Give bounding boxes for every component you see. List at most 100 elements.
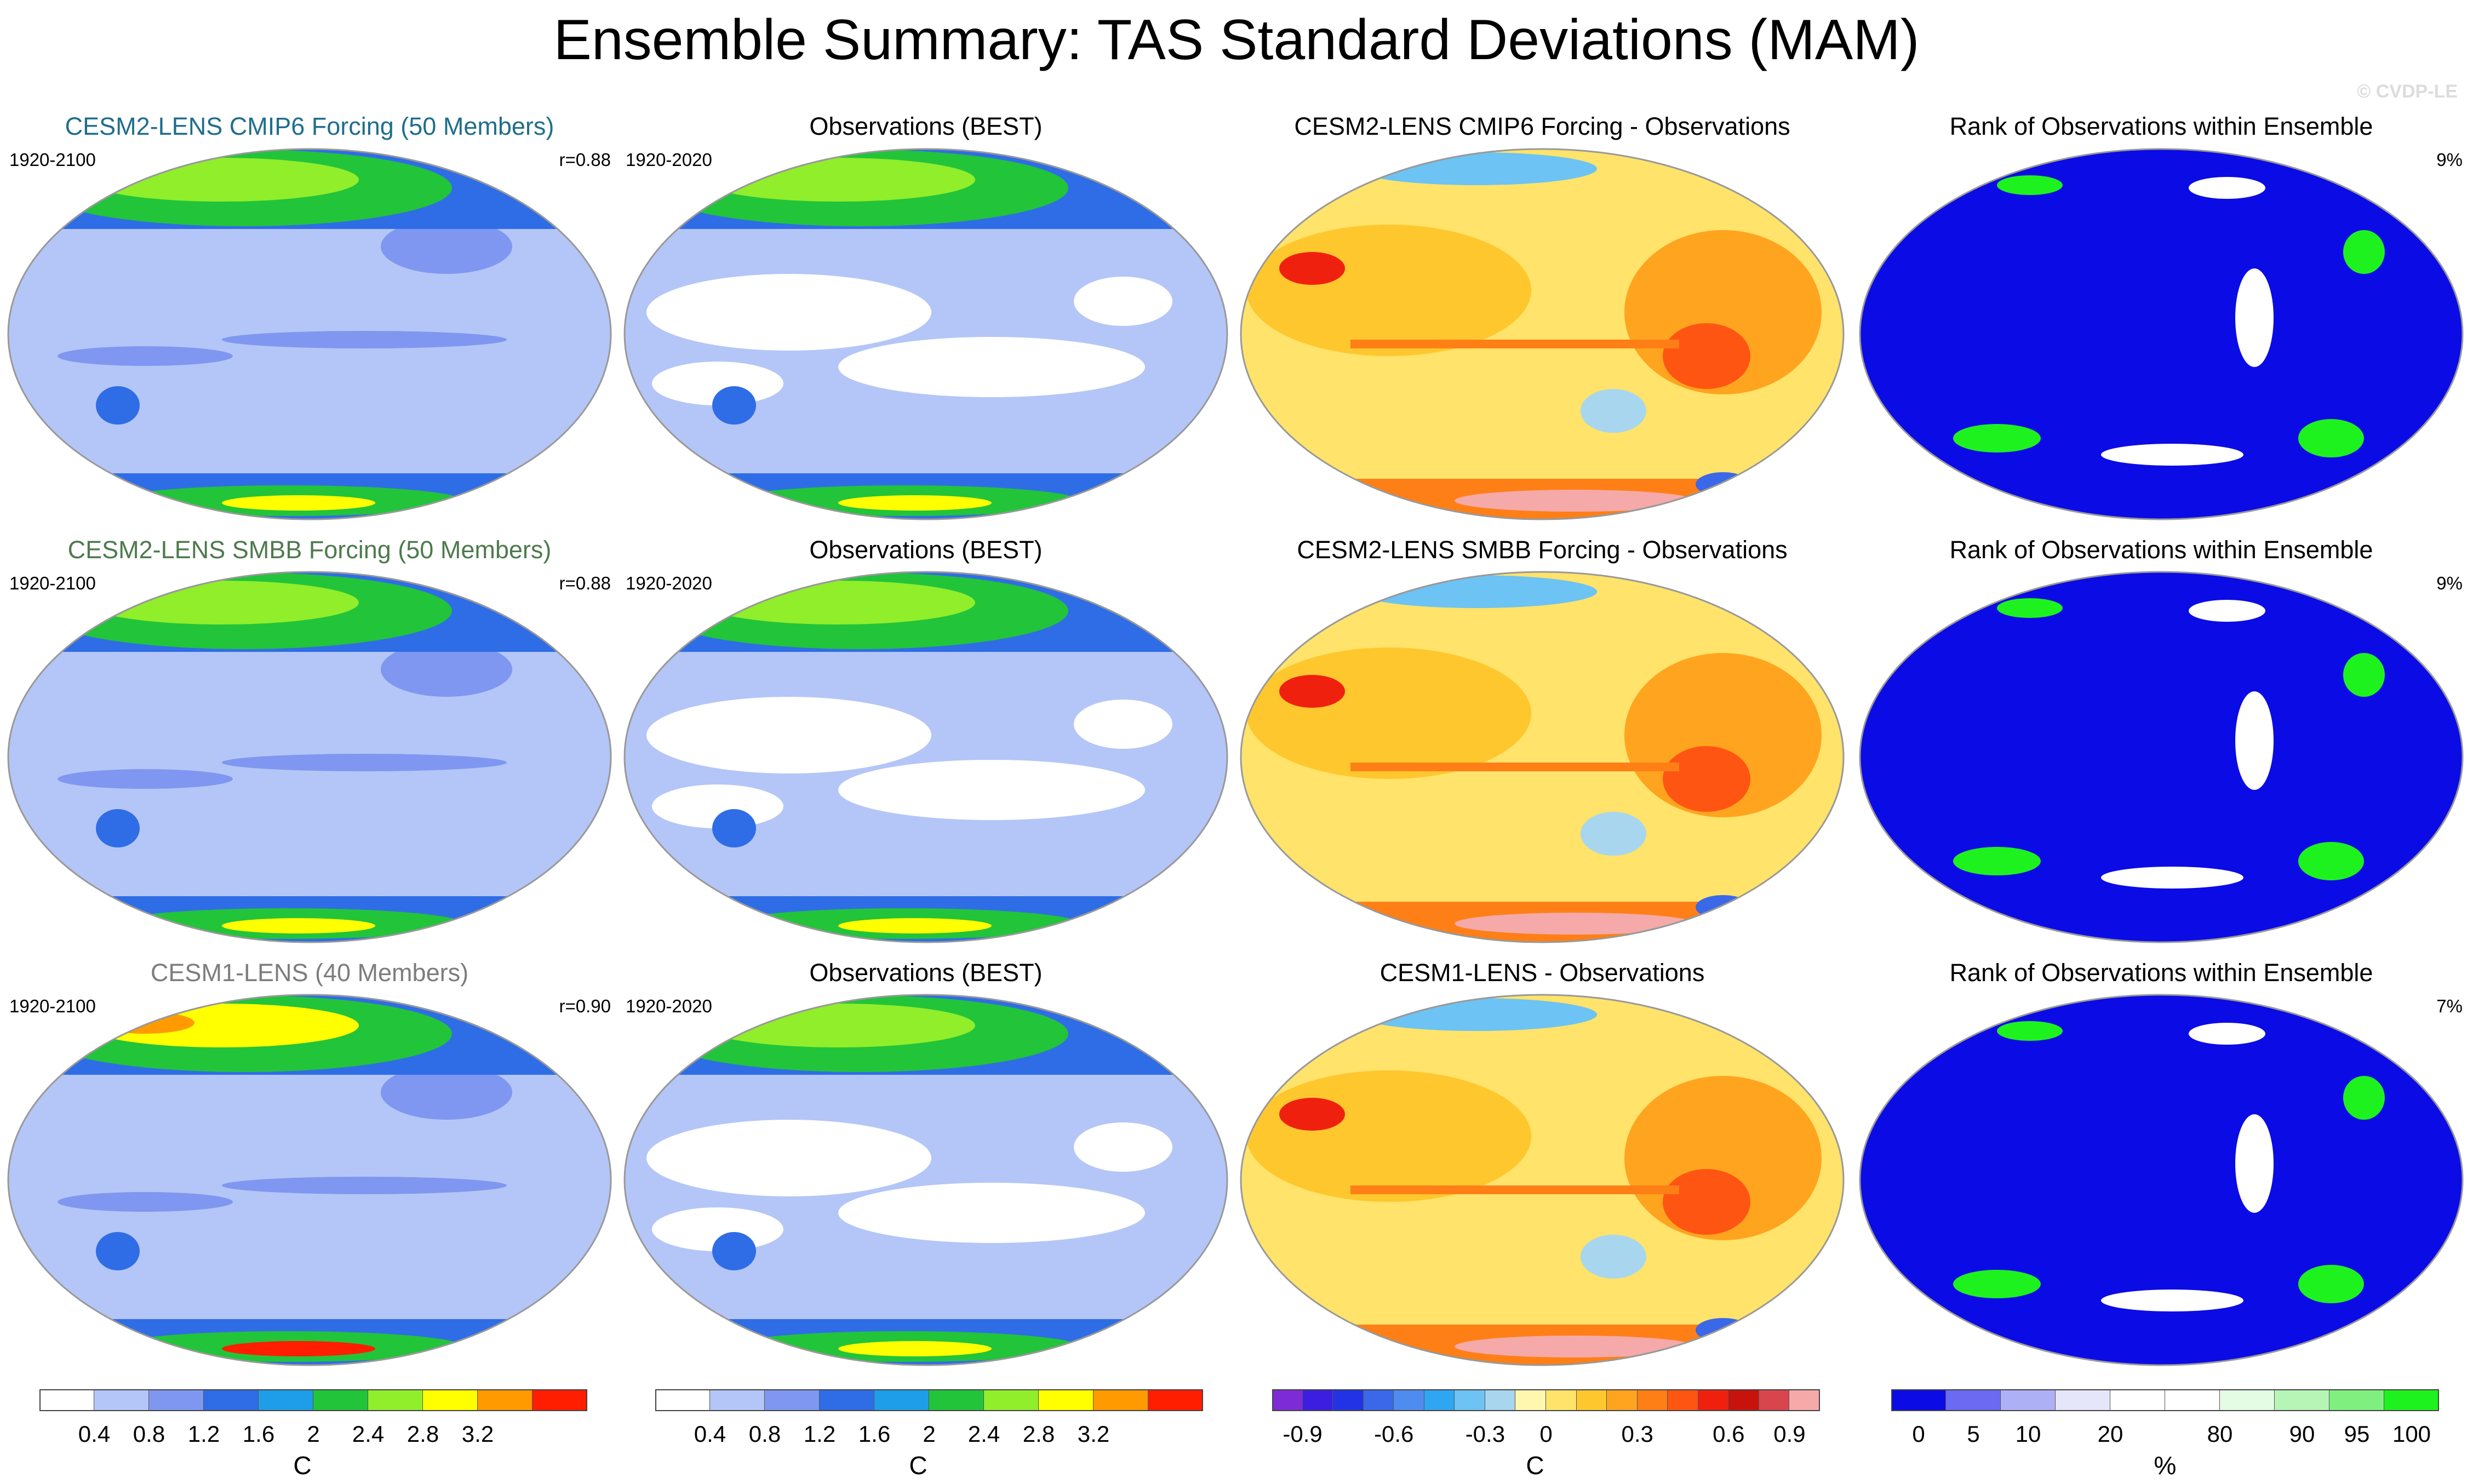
negative-diff-region	[1696, 895, 1750, 919]
map-outline	[623, 571, 1228, 943]
negative-diff-region	[1581, 812, 1646, 856]
colorbar-tick-label: 0.4	[694, 1421, 726, 1447]
high-rank-region	[2343, 230, 2385, 274]
australia-region	[712, 386, 756, 425]
map-panel-diff	[1240, 994, 1845, 1366]
positive-diff-region	[1246, 648, 1531, 779]
colorbar-swatch	[1148, 1389, 1203, 1411]
panel-title: Rank of Observations within Ensemble	[1949, 112, 2373, 140]
antarctic-high-variance	[838, 918, 992, 933]
colorbar-swatch	[820, 1389, 874, 1411]
mid-variance-band	[58, 1192, 233, 1212]
rank-percent-label: 9%	[2436, 150, 2463, 170]
high-rank-region	[1953, 1270, 2041, 1298]
colorbar-tick-label: 2.8	[407, 1421, 439, 1447]
mid-rank-region	[2101, 1290, 2243, 1311]
map-outline	[1859, 148, 2464, 520]
mid-rank-region	[2235, 691, 2274, 790]
pattern-correlation-label: r=0.90	[559, 996, 611, 1016]
positive-diff-region	[1663, 746, 1750, 812]
colorbar-tick-label: 90	[2289, 1421, 2315, 1447]
pattern-correlation-label: r=0.88	[559, 150, 611, 170]
high-rank-region	[1953, 847, 2041, 875]
colorbar-tick-label: 1.2	[187, 1421, 220, 1447]
colorbar-swatch	[533, 1389, 587, 1411]
colorbar-unit-label: %	[2154, 1451, 2177, 1480]
mid-variance-band	[222, 1177, 507, 1194]
rank-percent-label: 7%	[2436, 996, 2463, 1016]
colorbar-swatch	[1515, 1389, 1546, 1411]
positive-diff-region	[1246, 1070, 1531, 1202]
antarctic-high-variance	[222, 918, 375, 933]
mid-rank-region	[2101, 444, 2243, 466]
colorbar-swatch	[39, 1389, 94, 1411]
colorbar-tick-label: 0.8	[748, 1421, 781, 1447]
panel-title: Observations (BEST)	[809, 112, 1043, 140]
colorbar-swatch	[1728, 1389, 1759, 1411]
high-variance-region	[701, 158, 975, 202]
high-rank-region	[1953, 424, 2041, 452]
colorbar: 0.4 0.8 1.2 1.6 2 2.4 2.8 3.2 C	[39, 1389, 587, 1482]
antarctic-diff-region	[1455, 913, 1696, 935]
map-panel-sd_obs	[623, 148, 1228, 520]
colorbar-swatch	[1789, 1389, 1820, 1411]
watermark: © CVDP-LE	[2357, 81, 2458, 102]
colorbar-swatch	[1891, 1389, 1946, 1411]
map-outline	[1859, 994, 2464, 1366]
high-variance-region	[96, 1012, 194, 1034]
colorbar-tick-label: 2.8	[1022, 1421, 1055, 1447]
period-label: 1920-2020	[626, 150, 712, 170]
colorbar-tick-label: 2.4	[968, 1421, 1000, 1447]
colorbar-swatch	[1302, 1389, 1333, 1411]
map-outline	[623, 148, 1228, 520]
map-panel-sd_model	[7, 571, 612, 943]
colorbar-swatch	[1759, 1389, 1790, 1411]
panel-title: Observations (BEST)	[809, 959, 1043, 987]
equatorial-diff-band	[1350, 340, 1679, 348]
map-outline	[1859, 571, 2464, 943]
colorbar-tick-label: 95	[2344, 1421, 2370, 1447]
colorbar-tick-label: -0.9	[1283, 1421, 1323, 1447]
colorbar-tick-label: 0.3	[1621, 1421, 1653, 1447]
colorbar-swatch	[2165, 1389, 2220, 1411]
colorbar-tick-label: 3.2	[461, 1421, 494, 1447]
colorbar-swatch	[1333, 1389, 1364, 1411]
positive-diff-region	[1279, 1098, 1345, 1131]
high-variance-region	[701, 1004, 975, 1047]
low-variance-region	[646, 1120, 931, 1196]
colorbar-swatch	[94, 1389, 149, 1411]
panel-title: Rank of Observations within Ensemble	[1949, 959, 2373, 987]
period-label: 1920-2100	[9, 573, 96, 593]
mid-variance-band	[381, 1065, 512, 1120]
panel-title: CESM2-LENS SMBB Forcing (50 Members)	[67, 536, 552, 564]
map-panel-sd_model	[7, 148, 612, 520]
colorbar-swatch	[313, 1389, 368, 1411]
colorbar-tick-label: 0.9	[1773, 1421, 1806, 1447]
map-outline	[7, 148, 612, 520]
high-variance-region	[701, 581, 975, 624]
negative-diff-region	[1356, 152, 1597, 185]
colorbar-tick-label: 10	[2015, 1421, 2041, 1447]
high-variance-region	[85, 1004, 359, 1047]
mid-rank-region	[2235, 1114, 2274, 1213]
map-outline	[1240, 994, 1845, 1366]
australia-region	[96, 386, 140, 425]
rank-percent-label: 9%	[2436, 573, 2463, 593]
colorbar-swatch	[1607, 1389, 1638, 1411]
high-rank-region	[2343, 653, 2385, 697]
low-variance-region	[646, 274, 931, 351]
colorbar-tick-label: 2.4	[352, 1421, 385, 1447]
colorbar-swatch	[1424, 1389, 1455, 1411]
positive-diff-region	[1279, 252, 1345, 285]
mid-variance-band	[222, 754, 507, 771]
colorbar-swatch	[710, 1389, 765, 1411]
panel-title: CESM2-LENS SMBB Forcing - Observations	[1297, 536, 1788, 564]
map-panel-rank	[1859, 148, 2464, 520]
colorbar-tick-label: 0	[1539, 1421, 1553, 1447]
colorbar-swatch	[2275, 1389, 2329, 1411]
colorbar-swatch	[2329, 1389, 2384, 1411]
map-outline	[1240, 148, 1845, 520]
low-variance-region	[646, 697, 931, 773]
period-label: 1920-2020	[626, 573, 712, 593]
map-panel-rank	[1859, 571, 2464, 943]
